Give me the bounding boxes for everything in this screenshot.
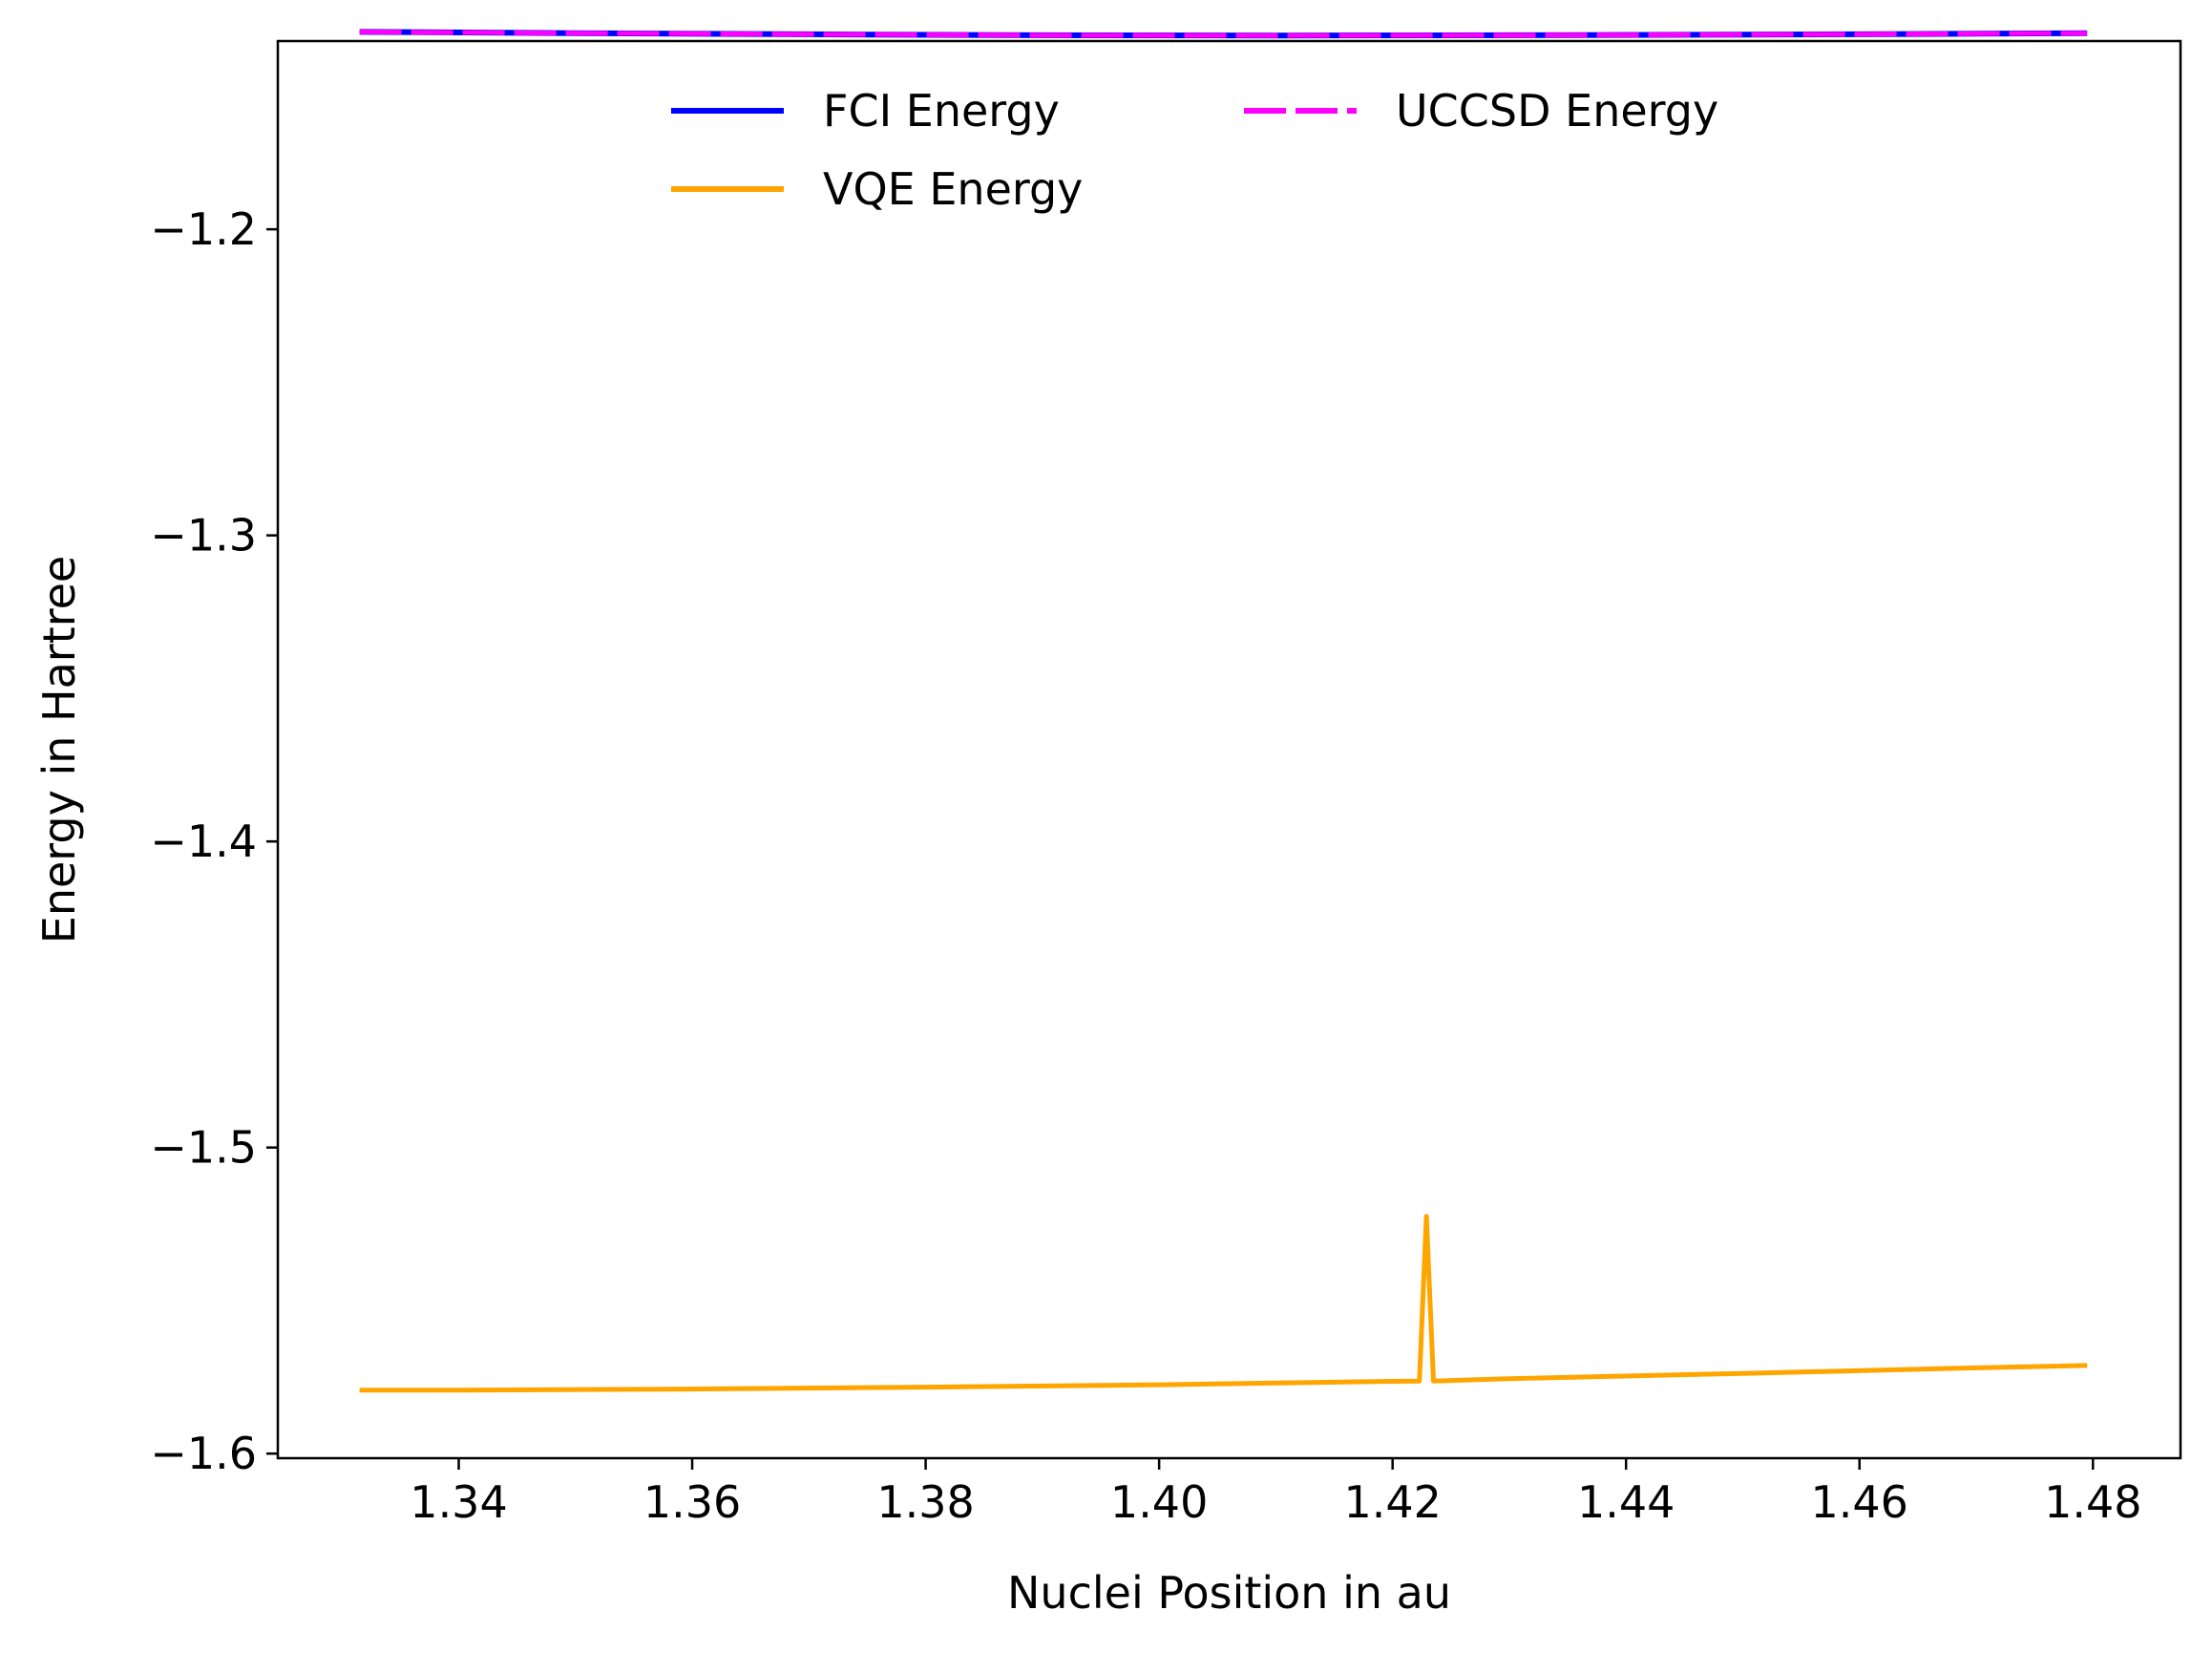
y-axis-label: Energy in Hartree xyxy=(33,556,85,943)
series-line-uccsd-energy xyxy=(359,29,2088,38)
x-tick-label: 1.34 xyxy=(410,1476,507,1528)
x-tick-label: 1.40 xyxy=(1110,1476,1208,1528)
legend-label: VQE Energy xyxy=(823,163,1083,215)
x-tick-label: 1.46 xyxy=(1811,1476,1908,1528)
plot-lines xyxy=(359,29,2088,1393)
x-axis-ticks: 1.34 1.36 1.38 1.40 1.42 1.44 1.46 1.48 xyxy=(410,1458,2142,1528)
legend-label: UCCSD Energy xyxy=(1396,85,1718,137)
y-tick-label: −1.6 xyxy=(150,1428,257,1479)
x-tick-label: 1.36 xyxy=(643,1476,741,1528)
legend-label: FCI Energy xyxy=(823,85,1060,137)
y-tick-label: −1.2 xyxy=(150,203,257,255)
x-tick-label: 1.42 xyxy=(1343,1476,1441,1528)
series-line-vqe-energy xyxy=(359,1214,2088,1393)
x-tick-label: 1.38 xyxy=(876,1476,974,1528)
x-axis-label: Nuclei Position in au xyxy=(1007,1567,1451,1619)
y-tick-label: −1.4 xyxy=(150,816,257,867)
y-tick-label: −1.5 xyxy=(150,1122,257,1174)
y-axis-ticks: −1.2 −1.3 −1.4 −1.5 −1.6 xyxy=(150,203,278,1479)
y-tick-label: −1.3 xyxy=(150,510,257,562)
legend: FCI Energy UCCSD Energy VQE Energy xyxy=(671,85,1718,215)
x-tick-label: 1.48 xyxy=(2044,1476,2141,1528)
axes-frame xyxy=(276,39,2182,1460)
x-tick-label: 1.44 xyxy=(1577,1476,1675,1528)
